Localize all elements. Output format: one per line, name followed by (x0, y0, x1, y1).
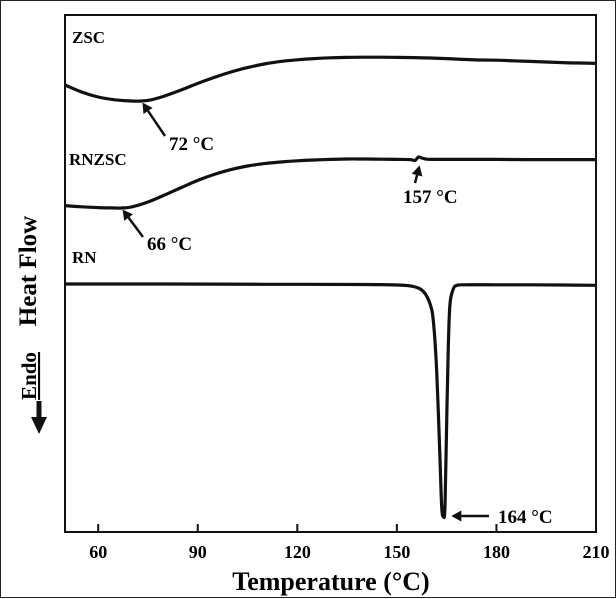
annotation-arrow-shaft (127, 216, 145, 238)
endo-arrow-head (31, 417, 47, 434)
annotation-arrow-shaft (147, 110, 167, 137)
plot-area-border (64, 14, 597, 533)
series-line-rn (64, 282, 597, 520)
annotation-label: 66 °C (147, 234, 192, 255)
y-axis-title: Heat Flow (15, 216, 42, 326)
annotation-arrow-head (142, 102, 153, 115)
annotation-arrow-shaft (413, 174, 419, 184)
series-layer (64, 55, 597, 520)
y-axis-title-group: Heat Flow Endo (15, 216, 47, 434)
series-label: ZSC (72, 28, 105, 47)
annotation-label: 157 °C (403, 187, 458, 208)
annotation-arrow-head (451, 510, 462, 522)
x-tick-label: 90 (189, 542, 207, 562)
series-line-zsc (64, 55, 597, 103)
x-axis-title: Temperature (°C) (232, 567, 429, 596)
annotation-label: 164 °C (498, 507, 553, 528)
x-tick-label: 60 (89, 542, 107, 562)
series-label: RNZSC (69, 150, 127, 169)
y-axis-endo-label: Endo (17, 352, 41, 400)
x-axis: 60 90 120 150 180 210 (89, 524, 610, 562)
x-tick-label: 150 (383, 542, 410, 562)
annotation-label: 72 °C (169, 134, 214, 155)
series-label: RN (72, 248, 97, 267)
series-line-rnzsc (64, 155, 596, 210)
x-tick-label: 120 (284, 542, 311, 562)
annotation-layer: 72 °C 66 °C 157 °C 164 °C (122, 102, 553, 528)
x-tick-label: 210 (583, 542, 610, 562)
annotation-arrow-head (122, 209, 133, 221)
annotation-arrow-head (411, 165, 423, 177)
x-tick-label: 180 (483, 542, 510, 562)
series-label-layer: ZSC RNZSC RN (69, 28, 127, 267)
